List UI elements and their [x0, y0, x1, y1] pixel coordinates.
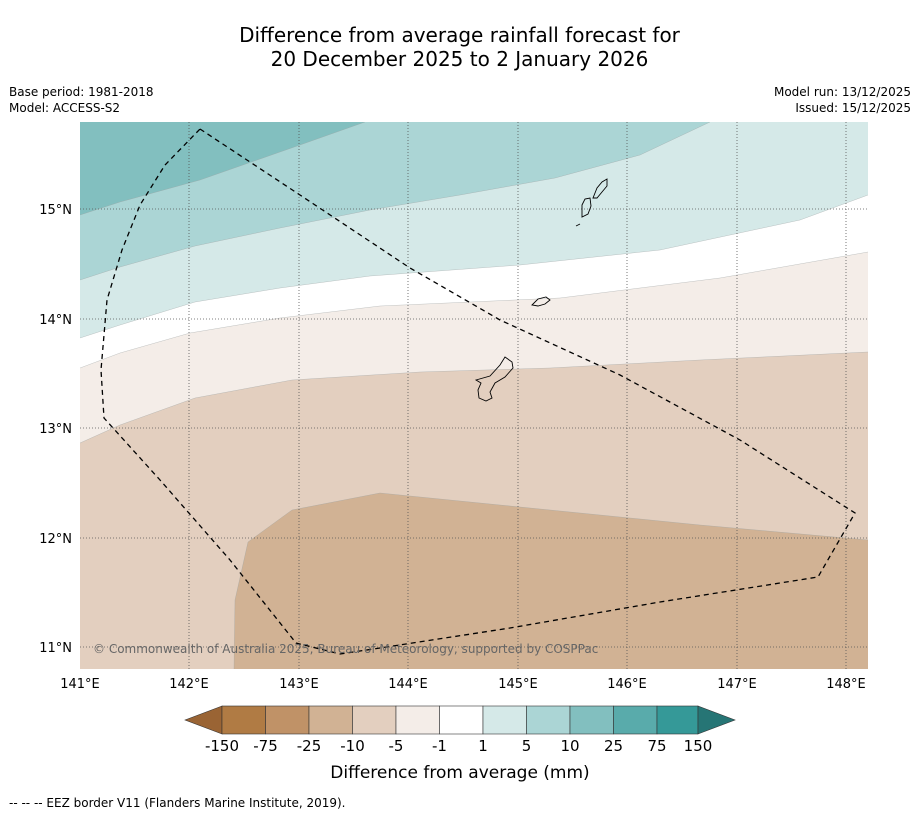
lon-label: 148°E — [826, 677, 866, 692]
island-rota — [531, 296, 551, 307]
colorbar — [184, 705, 736, 735]
lon-label: 144°E — [388, 677, 428, 692]
colorbar-tick: 1 — [478, 737, 488, 755]
colorbar-swatch — [569, 705, 614, 735]
lat-label: 14°N — [39, 313, 72, 328]
colorbar-tick: -1 — [432, 737, 447, 755]
map-title-line1: Difference from average rainfall forecas… — [239, 23, 680, 47]
eez-border — [100, 128, 856, 655]
colorbar-tick: -150 — [205, 737, 239, 755]
colorbar-tick: -5 — [389, 737, 404, 755]
colorbar-tick: 150 — [684, 737, 713, 755]
lon-label: 147°E — [717, 677, 757, 692]
latitude-labels: 15°N 14°N 13°N 12°N 11°N — [39, 203, 72, 656]
island-aguijan — [575, 223, 581, 227]
colorbar-swatch — [439, 705, 484, 735]
colorbar-swatch — [308, 705, 353, 735]
issued-date: Issued: 15/12/2025 — [795, 101, 911, 115]
colorbar-swatch-lt-neg150 — [184, 705, 223, 735]
longitude-labels: 141°E 142°E 143°E 144°E 145°E 146°E 147°… — [60, 677, 866, 692]
model-name: Model: ACCESS-S2 — [9, 101, 121, 115]
colorbar-swatch — [613, 705, 658, 735]
colorbar-swatch — [352, 705, 397, 735]
colorbar-tick: 25 — [604, 737, 623, 755]
colorbar-tick: 10 — [560, 737, 579, 755]
lon-label: 143°E — [279, 677, 319, 692]
lon-label: 141°E — [60, 677, 100, 692]
colorbar-ticks: -150 -75 -25 -10 -5 -1 1 5 10 25 75 150 — [205, 737, 712, 755]
base-period: Base period: 1981-2018 — [9, 85, 154, 99]
lon-label: 146°E — [607, 677, 647, 692]
colorbar-label: Difference from average (mm) — [330, 763, 589, 783]
model-run: Model run: 13/12/2025 — [773, 85, 911, 99]
colorbar-tick: -75 — [253, 737, 278, 755]
lat-label: 12°N — [39, 532, 72, 547]
colorbar-swatch — [656, 705, 699, 735]
lon-label: 145°E — [498, 677, 538, 692]
colorbar-tick: 5 — [522, 737, 532, 755]
colorbar-tick: 75 — [647, 737, 666, 755]
eez-footnote: -- -- -- EEZ border V11 (Flanders Marine… — [9, 796, 346, 810]
map-title-line2: 20 December 2025 to 2 January 2026 — [270, 47, 649, 71]
colorbar-swatch — [526, 705, 571, 735]
contour-fill-layer — [80, 122, 868, 669]
island-saipan — [592, 178, 608, 199]
colorbar-swatch — [265, 705, 310, 735]
lat-label: 13°N — [39, 422, 72, 437]
island-tinian — [581, 197, 592, 218]
graticule — [80, 122, 868, 669]
band-10-25 — [80, 122, 365, 215]
contour-lines — [80, 122, 868, 669]
islands — [474, 178, 608, 402]
copyright-text: © Commonwealth of Australia 2025, Bureau… — [93, 642, 598, 656]
colorbar-swatch-gt150 — [697, 705, 736, 735]
lon-label: 142°E — [169, 677, 209, 692]
island-guam — [474, 356, 514, 402]
colorbar-tick: -10 — [340, 737, 365, 755]
lat-label: 11°N — [39, 641, 72, 656]
colorbar-swatch — [395, 705, 440, 735]
colorbar-swatch — [221, 705, 266, 735]
colorbar-tick: -25 — [297, 737, 322, 755]
colorbar-swatch — [482, 705, 527, 735]
lat-label: 15°N — [39, 203, 72, 218]
